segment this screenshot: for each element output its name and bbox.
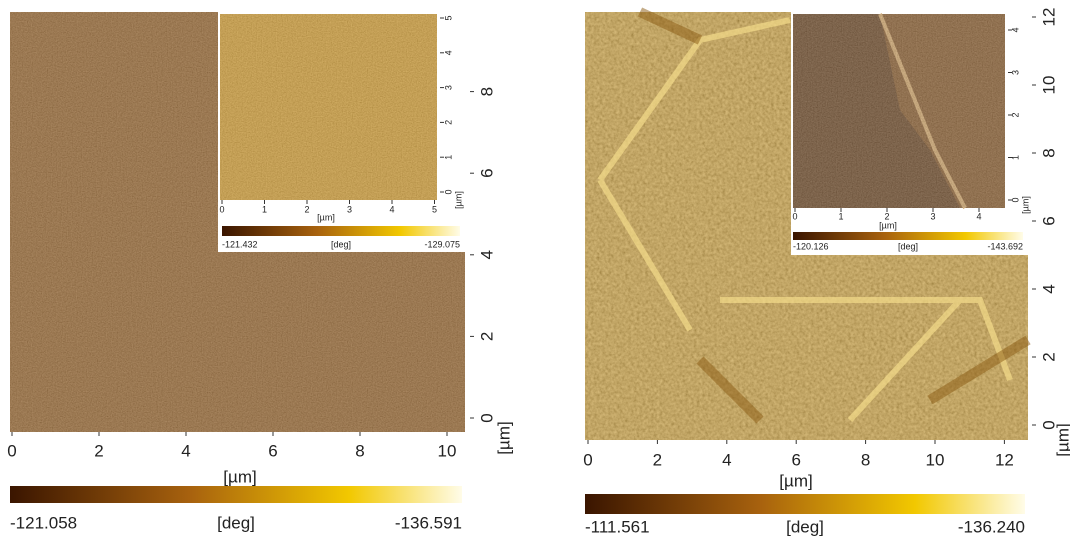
y-axis-label: [µm]	[453, 191, 463, 209]
x-axis-label: [µm]	[879, 220, 897, 230]
x-tick-label: 0	[219, 204, 224, 214]
y-tick-label: 1	[1010, 155, 1020, 160]
y-tick-label: 0	[443, 189, 453, 194]
inset-texture	[220, 14, 437, 200]
x-tick-label: 12	[995, 450, 1014, 469]
y-tick-label: 0	[1010, 197, 1020, 202]
colorbar-unit: [deg]	[217, 513, 255, 532]
x-tick-label: 1	[262, 204, 267, 214]
colorbar-max: -136.591	[395, 513, 462, 532]
colorbar-max: -143.692	[987, 241, 1023, 251]
x-tick-label: 3	[347, 204, 352, 214]
x-tick-label: 10	[438, 441, 457, 460]
x-tick-label: 8	[861, 450, 870, 469]
x-axis-label: [µm]	[779, 471, 812, 490]
x-tick-label: 0	[792, 211, 797, 221]
x-tick-label: 4	[722, 450, 731, 469]
colorbar-max: -129.075	[424, 239, 460, 249]
x-tick-label: 1	[838, 211, 843, 221]
y-tick-label: 6	[477, 168, 496, 177]
x-tick-label: 2	[653, 450, 662, 469]
x-tick-label: 8	[355, 441, 364, 460]
y-tick-label: 4	[1039, 284, 1058, 293]
x-tick-label: 0	[7, 441, 16, 460]
x-tick-label: 5	[432, 204, 437, 214]
y-tick-label: 8	[477, 87, 496, 96]
y-tick-label: 4	[477, 250, 496, 259]
x-tick-label: 3	[930, 211, 935, 221]
colorbar-min: -120.126	[793, 241, 829, 251]
colorbar-unit: [deg]	[898, 241, 918, 251]
x-axis-label: [µm]	[317, 212, 335, 222]
y-tick-label: 2	[1010, 112, 1020, 117]
x-tick-label: 10	[926, 450, 945, 469]
y-tick-label: 4	[443, 50, 453, 55]
y-tick-label: 10	[1039, 76, 1058, 95]
colorbar	[222, 226, 460, 236]
colorbar-unit: [deg]	[786, 517, 824, 536]
y-axis-label: [µm]	[1053, 423, 1070, 456]
x-tick-label: 6	[268, 441, 277, 460]
y-tick-label: 5	[443, 15, 453, 20]
x-tick-label: 2	[94, 441, 103, 460]
y-tick-label: 1	[443, 155, 453, 160]
colorbar-min: -121.058	[10, 513, 77, 532]
figure: 024681002468[µm][µm]-121.058[deg]-136.59…	[0, 0, 1070, 538]
colorbar	[585, 494, 1025, 514]
y-axis-label: [µm]	[1020, 196, 1030, 214]
colorbar	[793, 232, 1023, 240]
inset-texture	[793, 14, 1005, 208]
x-axis-label: [µm]	[223, 467, 256, 486]
x-tick-label: 4	[976, 211, 981, 221]
x-tick-label: 2	[304, 204, 309, 214]
y-tick-label: 2	[1039, 352, 1058, 361]
x-tick-label: 6	[791, 450, 800, 469]
colorbar-unit: [deg]	[331, 239, 351, 249]
y-tick-label: 3	[443, 85, 453, 90]
colorbar-max: -136.240	[958, 517, 1025, 536]
y-tick-label: 6	[1039, 216, 1058, 225]
colorbar-min: -121.432	[222, 239, 258, 249]
colorbar-min: -111.561	[585, 517, 650, 536]
x-tick-label: 4	[389, 204, 394, 214]
y-tick-label: 2	[477, 332, 496, 341]
y-tick-label: 2	[443, 120, 453, 125]
colorbar	[10, 486, 462, 503]
y-axis-label: [µm]	[494, 421, 513, 454]
y-tick-label: 4	[1010, 27, 1020, 32]
y-tick-label: 8	[1039, 148, 1058, 157]
x-tick-label: 4	[181, 441, 190, 460]
x-tick-label: 0	[583, 450, 592, 469]
y-tick-label: 3	[1010, 70, 1020, 75]
y-tick-label: 12	[1039, 8, 1058, 27]
